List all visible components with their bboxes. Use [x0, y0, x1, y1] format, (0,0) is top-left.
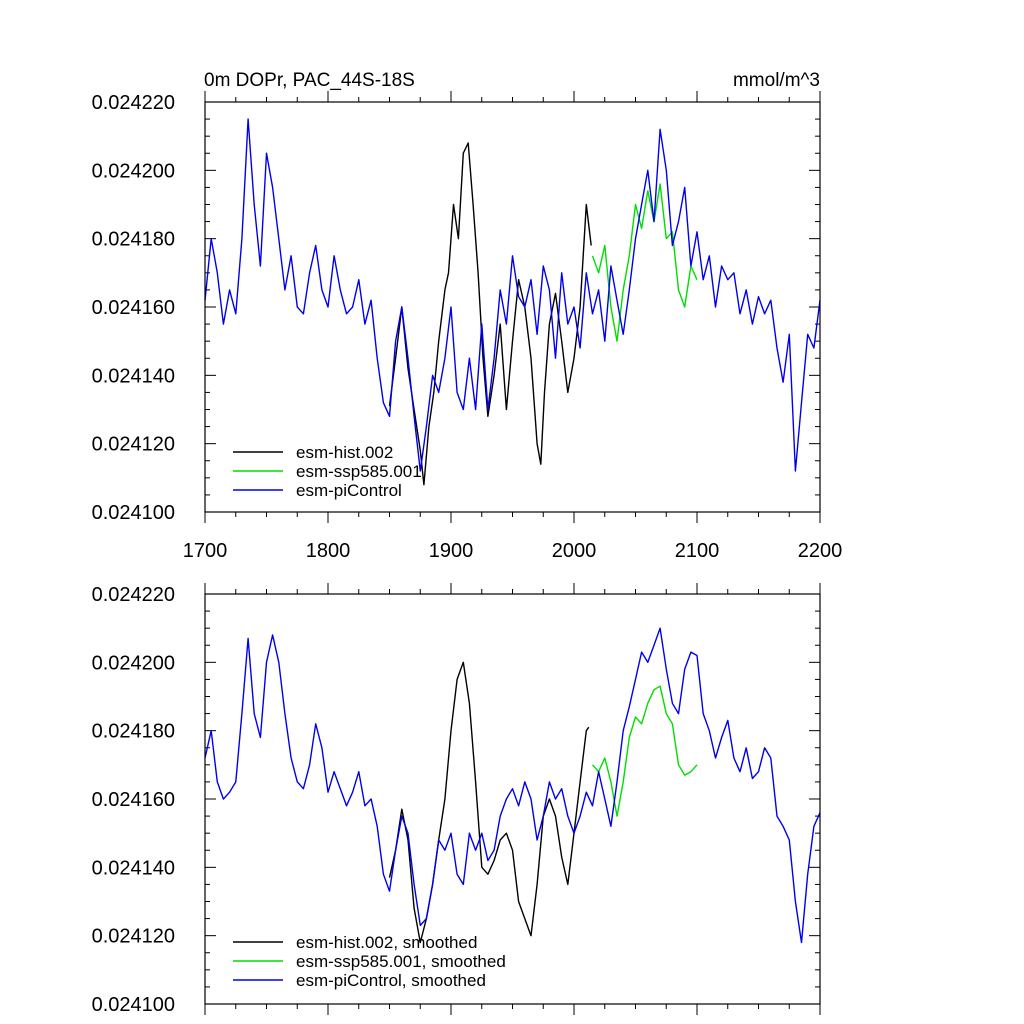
legend-label: esm-piControl, smoothed: [296, 971, 486, 990]
y-tick-label: 0.024180: [92, 721, 175, 743]
series-line-1: [591, 685, 698, 817]
series-line-2: [204, 118, 821, 472]
units-label: mmol/m^3: [733, 70, 820, 91]
bottom-plot-frame: [204, 593, 821, 1005]
y-tick-label: 0.024140: [92, 857, 175, 879]
y-tick-label: 0.024160: [92, 297, 175, 319]
legend-label: esm-ssp585.001, smoothed: [296, 952, 506, 971]
series-line-2: [204, 627, 821, 944]
y-tick-label: 0.024220: [92, 584, 175, 606]
top-panel: 0m DOPr, PAC_44S-18S mmol/m^3 0.0241000.…: [92, 70, 843, 562]
y-tick-label: 0.024140: [92, 365, 175, 387]
x-tick-label: 1700: [183, 540, 228, 562]
y-tick-label: 0.024220: [92, 92, 175, 114]
x-tick-label: 2100: [675, 540, 720, 562]
y-tick-label: 0.024100: [92, 994, 175, 1016]
legend-label: esm-ssp585.001: [296, 462, 422, 481]
bottom-panel: 0.024100 0.024120 0.024140 0.024160 0.024180…: [92, 583, 821, 1016]
y-tick-label: 0.024200: [92, 160, 175, 182]
series-line-0: [388, 142, 592, 486]
x-tick-label: 2000: [552, 540, 597, 562]
chart-title: 0m DOPr, PAC_44S-18S: [204, 70, 415, 91]
top-plot-area: [204, 118, 821, 486]
legend-label: esm-hist.002, smoothed: [296, 933, 477, 952]
bottom-plot-area: [204, 627, 821, 944]
y-tick-label: 0.024200: [92, 652, 175, 674]
bottom-axis-ticks: 0.024100 0.024120 0.024140 0.024160 0.024180…: [92, 583, 821, 1016]
y-tick-label: 0.024100: [92, 502, 175, 524]
x-tick-label: 1900: [429, 540, 474, 562]
legend-label: esm-hist.002: [296, 443, 393, 462]
legend-label: esm-piControl: [296, 481, 402, 500]
x-tick-label: 1800: [306, 540, 351, 562]
top-axis-ticks: 0.024100 0.024120 0.024140 0.024160 0.024180…: [92, 91, 843, 562]
top-plot-frame: [204, 101, 821, 513]
series-line-0: [388, 661, 590, 944]
y-tick-label: 0.024120: [92, 434, 175, 456]
y-tick-label: 0.024160: [92, 789, 175, 811]
y-tick-label: 0.024120: [92, 926, 175, 948]
x-tick-label: 2200: [798, 540, 843, 562]
y-tick-label: 0.024180: [92, 229, 175, 251]
series-line-1: [591, 183, 698, 342]
